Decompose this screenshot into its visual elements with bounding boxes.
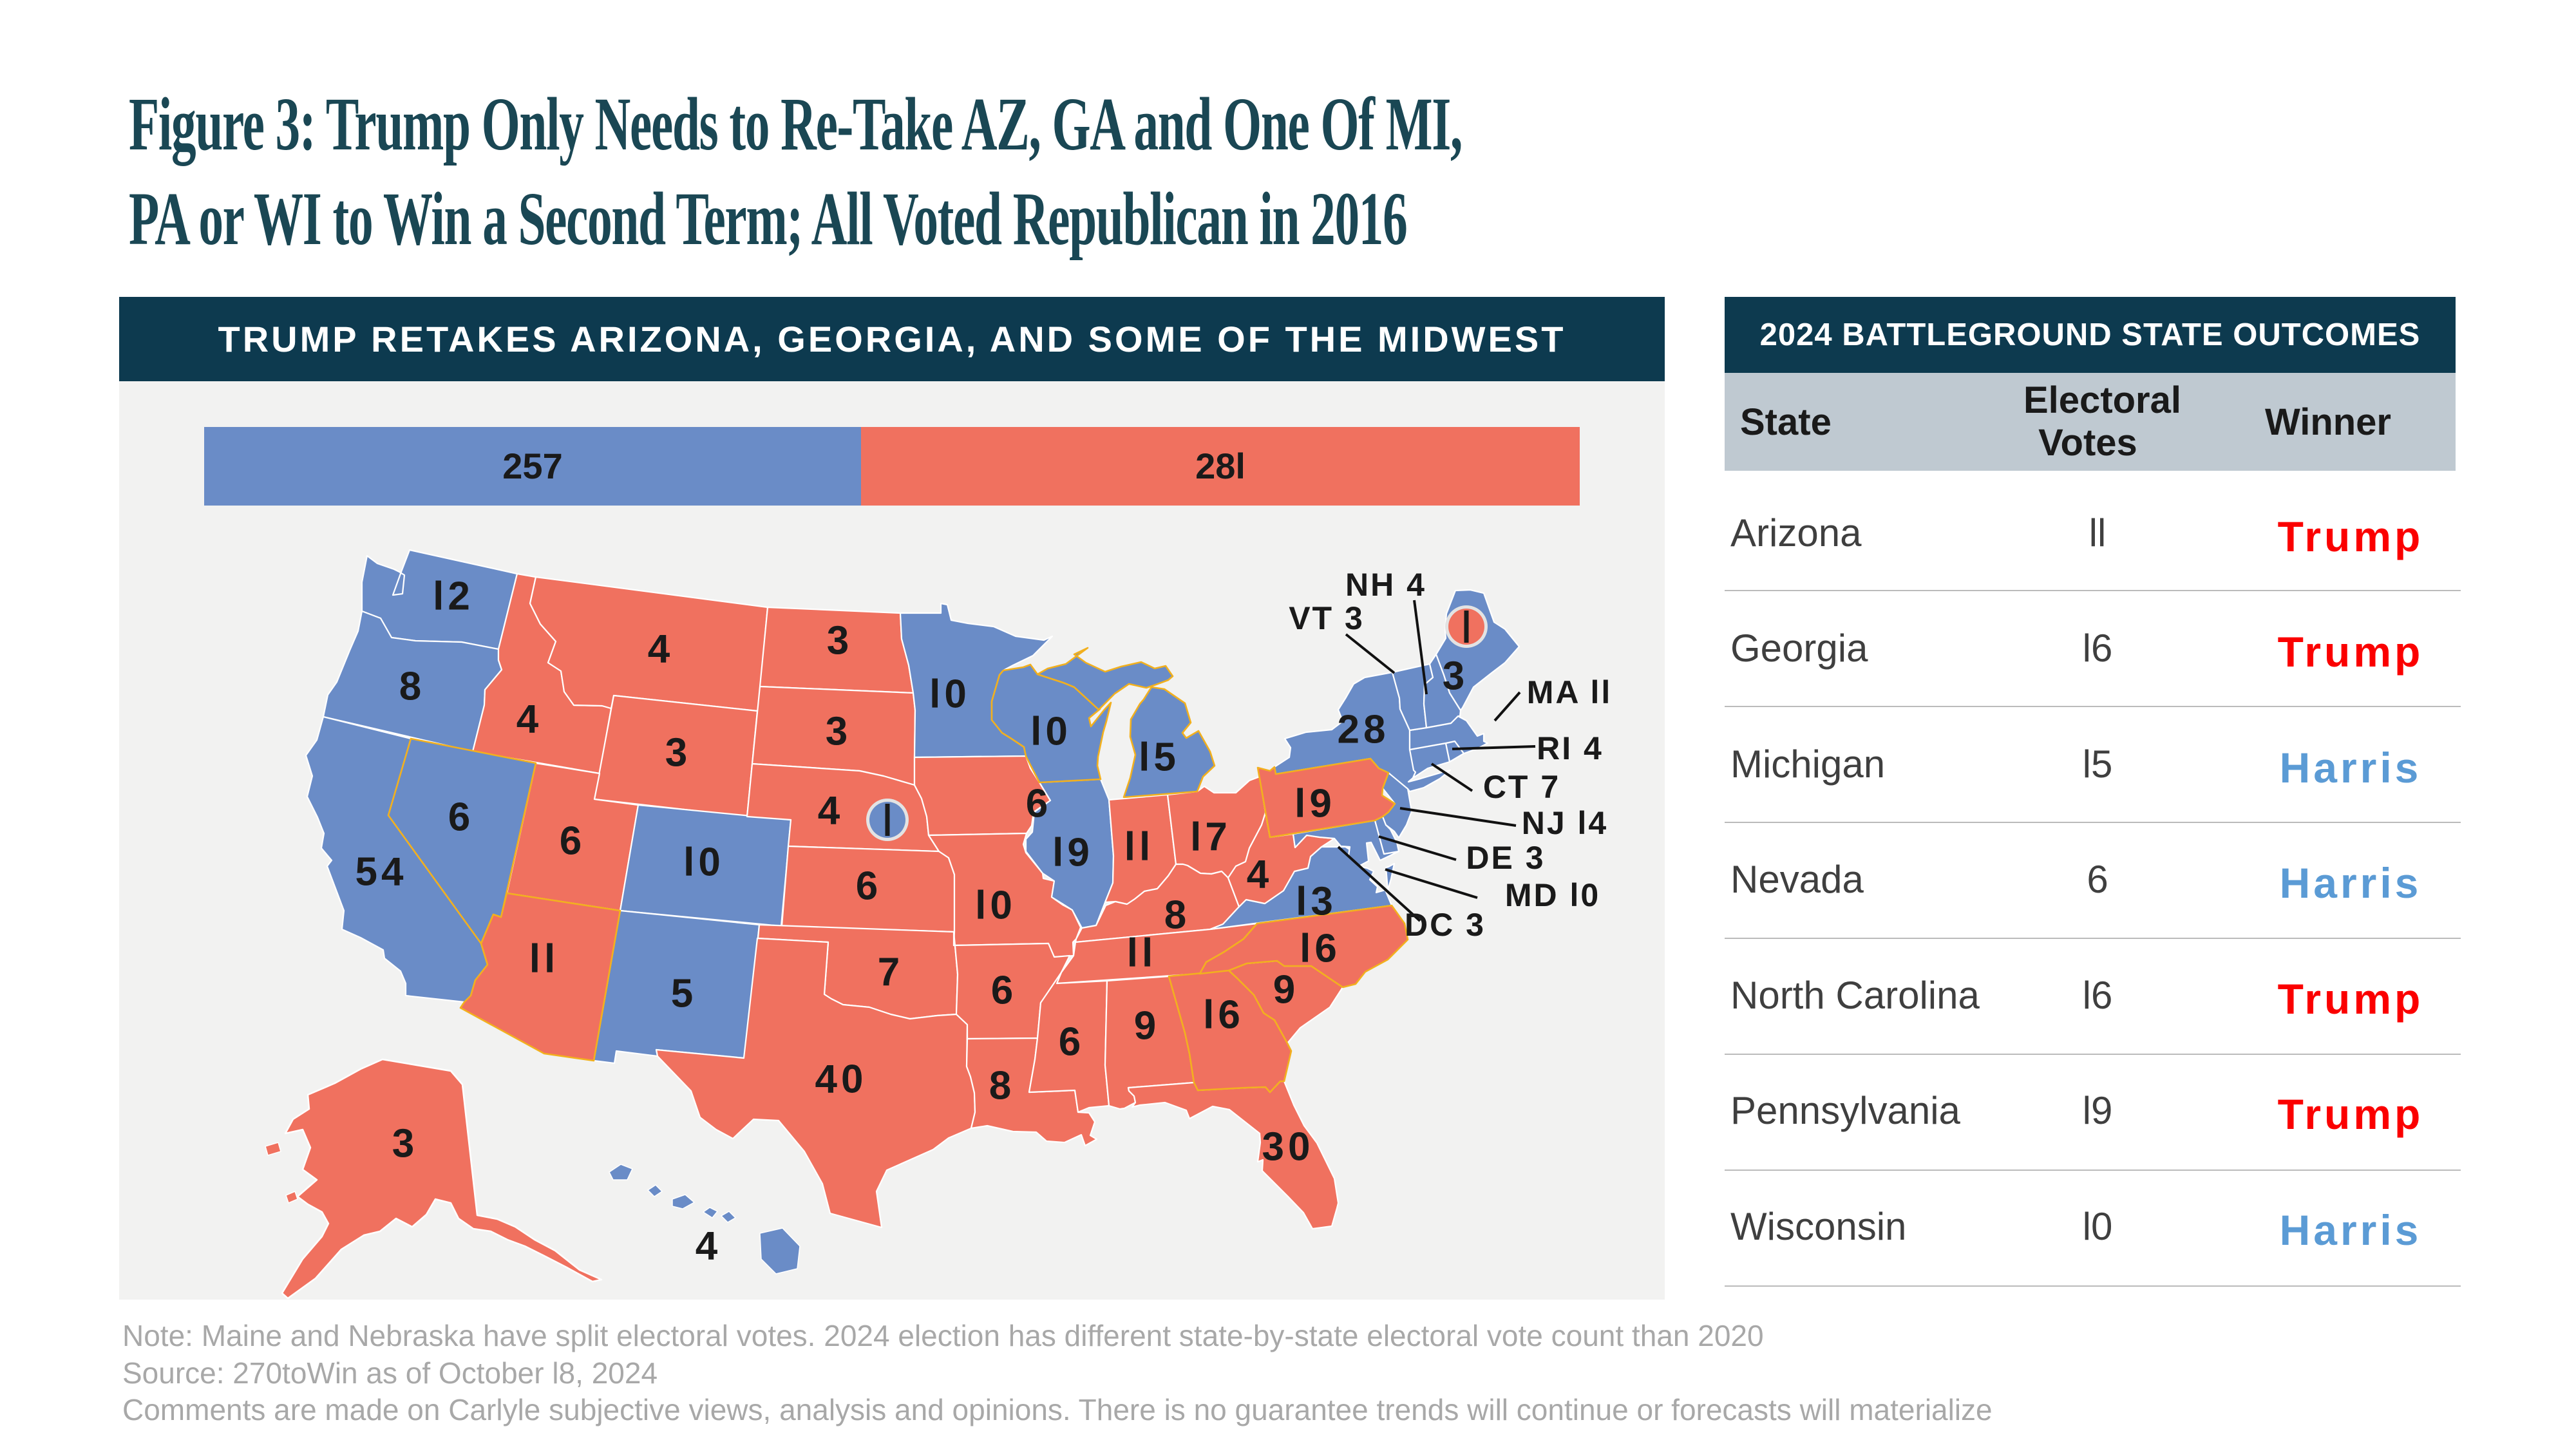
svg-text:3: 3 [392, 1122, 414, 1166]
svg-text:5: 5 [671, 972, 693, 1016]
svg-text:l0: l0 [929, 672, 971, 717]
svg-text:4: 4 [648, 627, 670, 672]
svg-text:l9: l9 [1052, 831, 1094, 875]
svg-text:4: 4 [696, 1224, 718, 1269]
svg-text:6: 6 [448, 795, 470, 840]
svg-text:7: 7 [878, 951, 900, 995]
svg-text:l7: l7 [1190, 815, 1231, 860]
svg-text:30: 30 [1262, 1125, 1314, 1170]
svg-text:3: 3 [1443, 654, 1464, 699]
svg-text:9: 9 [1134, 1004, 1156, 1048]
svg-text:28: 28 [1338, 708, 1390, 752]
svg-text:9: 9 [1273, 968, 1295, 1012]
svg-text:40: 40 [815, 1057, 867, 1102]
svg-text:VT 3: VT 3 [1289, 600, 1365, 636]
svg-text:6: 6 [1026, 782, 1048, 826]
svg-text:4: 4 [1247, 853, 1269, 897]
svg-text:8: 8 [1164, 893, 1186, 938]
svg-text:l0: l0 [1030, 710, 1072, 754]
svg-text:RI 4: RI 4 [1537, 730, 1604, 766]
svg-text:6: 6 [560, 819, 582, 864]
svg-text:6: 6 [991, 969, 1013, 1013]
svg-text:l6: l6 [1203, 993, 1244, 1037]
svg-text:3: 3 [826, 710, 848, 754]
svg-text:l6: l6 [1300, 927, 1341, 971]
svg-text:4: 4 [516, 697, 539, 742]
svg-text:CT 7: CT 7 [1483, 769, 1560, 805]
svg-text:NJ l4: NJ l4 [1522, 805, 1609, 841]
svg-text:4: 4 [818, 789, 840, 833]
svg-text:6: 6 [1059, 1020, 1081, 1065]
svg-text:l0: l0 [683, 840, 724, 885]
svg-text:ll: ll [529, 937, 559, 981]
svg-text:MA ll: MA ll [1527, 674, 1613, 710]
svg-text:ll: ll [1124, 825, 1154, 869]
svg-text:l0: l0 [975, 884, 1016, 928]
svg-text:DE 3: DE 3 [1466, 840, 1545, 876]
svg-text:MD l0: MD l0 [1505, 877, 1600, 913]
svg-text:l2: l2 [433, 574, 474, 619]
svg-text:l3: l3 [1296, 880, 1337, 924]
svg-text:ll: ll [1127, 931, 1157, 976]
svg-text:8: 8 [399, 665, 421, 709]
svg-text:l9: l9 [1294, 782, 1336, 826]
svg-text:3: 3 [665, 731, 687, 775]
svg-text:l5: l5 [1139, 735, 1180, 780]
svg-text:DC 3: DC 3 [1405, 907, 1486, 943]
svg-text:NH 4: NH 4 [1345, 567, 1426, 603]
svg-text:6: 6 [856, 864, 878, 909]
svg-text:8: 8 [989, 1064, 1011, 1108]
svg-text:54: 54 [355, 850, 408, 895]
svg-text:3: 3 [827, 619, 849, 663]
